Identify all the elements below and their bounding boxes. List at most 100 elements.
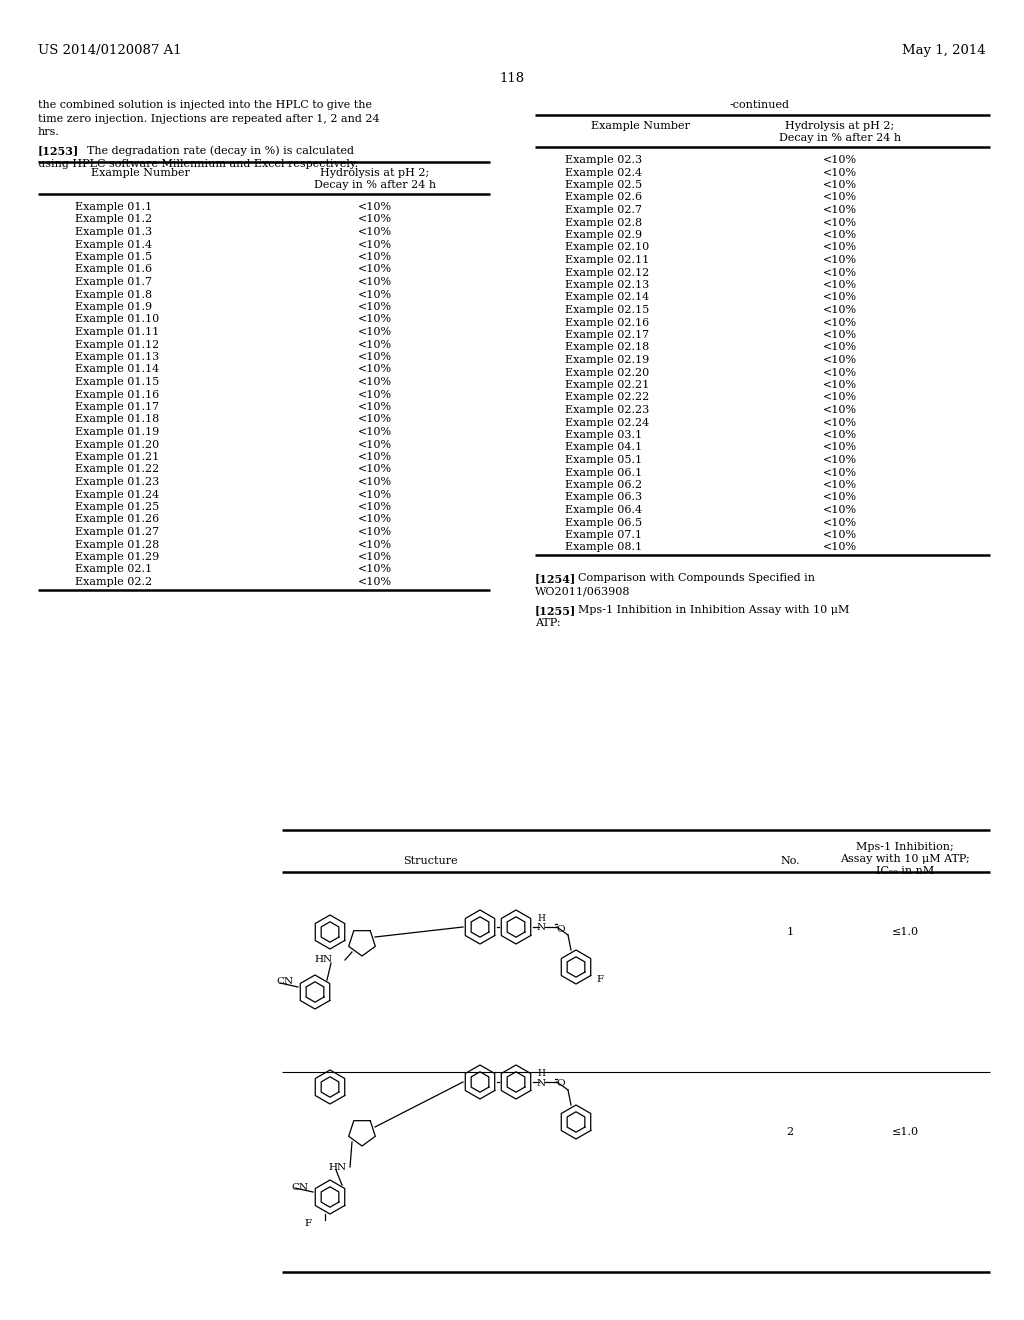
Text: time zero injection. Injections are repeated after 1, 2 and 24: time zero injection. Injections are repe… — [38, 114, 380, 124]
Text: Example 01.1: Example 01.1 — [75, 202, 153, 213]
Text: Example 06.5: Example 06.5 — [565, 517, 642, 528]
Text: Example 01.16: Example 01.16 — [75, 389, 160, 400]
Text: Example 01.21: Example 01.21 — [75, 451, 160, 462]
Text: <10%: <10% — [358, 451, 392, 462]
Text: Decay in % after 24 h: Decay in % after 24 h — [779, 133, 901, 143]
Text: Hydrolysis at pH 2;: Hydrolysis at pH 2; — [321, 168, 430, 178]
Text: IC₅₀ in nM: IC₅₀ in nM — [876, 866, 934, 876]
Text: <10%: <10% — [358, 364, 392, 375]
Text: [1255]: [1255] — [535, 605, 577, 616]
Text: Example 01.6: Example 01.6 — [75, 264, 153, 275]
Text: <10%: <10% — [358, 515, 392, 524]
Text: Example 01.11: Example 01.11 — [75, 327, 160, 337]
Text: Example 02.15: Example 02.15 — [565, 305, 649, 315]
Text: <10%: <10% — [823, 380, 857, 389]
Text: Comparison with Compounds Specified in: Comparison with Compounds Specified in — [571, 573, 815, 583]
Text: Example Number: Example Number — [591, 121, 689, 131]
Text: Example 02.17: Example 02.17 — [565, 330, 649, 341]
Text: <10%: <10% — [823, 330, 857, 341]
Text: Example 01.23: Example 01.23 — [75, 477, 160, 487]
Text: Example 01.8: Example 01.8 — [75, 289, 153, 300]
Text: Example 02.14: Example 02.14 — [565, 293, 649, 302]
Text: ATP:: ATP: — [535, 618, 560, 628]
Text: <10%: <10% — [358, 289, 392, 300]
Text: <10%: <10% — [823, 405, 857, 414]
Text: <10%: <10% — [823, 205, 857, 215]
Text: The degradation rate (decay in %) is calculated: The degradation rate (decay in %) is cal… — [80, 145, 354, 156]
Text: Example 01.4: Example 01.4 — [75, 239, 153, 249]
Text: Example 02.10: Example 02.10 — [565, 243, 649, 252]
Text: H: H — [537, 1069, 545, 1078]
Text: O: O — [557, 924, 565, 933]
Text: Example 08.1: Example 08.1 — [565, 543, 642, 553]
Text: CN: CN — [276, 978, 293, 986]
Text: Example 02.19: Example 02.19 — [565, 355, 649, 366]
Text: <10%: <10% — [358, 440, 392, 450]
Text: Example 02.5: Example 02.5 — [565, 180, 642, 190]
Text: Example 05.1: Example 05.1 — [565, 455, 642, 465]
Text: N: N — [537, 924, 546, 932]
Text: Example 01.14: Example 01.14 — [75, 364, 160, 375]
Text: Example 01.10: Example 01.10 — [75, 314, 160, 325]
Text: <10%: <10% — [358, 227, 392, 238]
Text: <10%: <10% — [358, 426, 392, 437]
Text: <10%: <10% — [823, 355, 857, 366]
Text: F: F — [596, 974, 603, 983]
Text: Example Number: Example Number — [90, 168, 189, 178]
Text: Example 02.2: Example 02.2 — [75, 577, 153, 587]
Text: Example 02.8: Example 02.8 — [565, 218, 642, 227]
Text: <10%: <10% — [358, 403, 392, 412]
Text: <10%: <10% — [358, 339, 392, 350]
Text: <10%: <10% — [823, 230, 857, 240]
Text: No.: No. — [780, 855, 800, 866]
Text: Example 01.15: Example 01.15 — [75, 378, 160, 387]
Text: Decay in % after 24 h: Decay in % after 24 h — [314, 180, 436, 190]
Text: <10%: <10% — [358, 502, 392, 512]
Text: Example 01.27: Example 01.27 — [75, 527, 159, 537]
Text: <10%: <10% — [823, 280, 857, 290]
Text: Example 02.12: Example 02.12 — [565, 268, 649, 277]
Text: <10%: <10% — [358, 490, 392, 499]
Text: <10%: <10% — [358, 527, 392, 537]
Text: Example 04.1: Example 04.1 — [565, 442, 642, 453]
Text: <10%: <10% — [358, 540, 392, 549]
Text: Example 01.18: Example 01.18 — [75, 414, 160, 425]
Text: <10%: <10% — [358, 577, 392, 587]
Text: <10%: <10% — [823, 154, 857, 165]
Text: Example 01.24: Example 01.24 — [75, 490, 160, 499]
Text: <10%: <10% — [823, 255, 857, 265]
Text: <10%: <10% — [823, 218, 857, 227]
Text: <10%: <10% — [358, 477, 392, 487]
Text: <10%: <10% — [358, 314, 392, 325]
Text: Example 01.2: Example 01.2 — [75, 214, 153, 224]
Text: Example 02.11: Example 02.11 — [565, 255, 649, 265]
Text: <10%: <10% — [823, 392, 857, 403]
Text: <10%: <10% — [823, 168, 857, 177]
Text: <10%: <10% — [358, 277, 392, 286]
Text: <10%: <10% — [823, 442, 857, 453]
Text: Mps-1 Inhibition in Inhibition Assay with 10 μM: Mps-1 Inhibition in Inhibition Assay wit… — [571, 605, 849, 615]
Text: <10%: <10% — [823, 492, 857, 503]
Text: <10%: <10% — [358, 465, 392, 474]
Text: Example 02.24: Example 02.24 — [565, 417, 649, 428]
Text: <10%: <10% — [358, 214, 392, 224]
Text: Example 01.13: Example 01.13 — [75, 352, 160, 362]
Text: <10%: <10% — [823, 531, 857, 540]
Text: Structure: Structure — [402, 855, 458, 866]
Text: Example 02.23: Example 02.23 — [565, 405, 649, 414]
Text: <10%: <10% — [823, 543, 857, 553]
Text: Example 01.3: Example 01.3 — [75, 227, 153, 238]
Text: <10%: <10% — [823, 455, 857, 465]
Text: 1: 1 — [786, 927, 794, 937]
Text: H: H — [537, 913, 545, 923]
Text: Example 06.3: Example 06.3 — [565, 492, 642, 503]
Text: Example 01.19: Example 01.19 — [75, 426, 160, 437]
Text: Example 02.20: Example 02.20 — [565, 367, 649, 378]
Text: Example 02.21: Example 02.21 — [565, 380, 649, 389]
Text: US 2014/0120087 A1: US 2014/0120087 A1 — [38, 44, 181, 57]
Text: ≤1.0: ≤1.0 — [892, 927, 919, 937]
Text: ≤1.0: ≤1.0 — [892, 1127, 919, 1137]
Text: Example 01.29: Example 01.29 — [75, 552, 160, 562]
Text: Example 02.1: Example 02.1 — [75, 565, 153, 574]
Text: <10%: <10% — [358, 552, 392, 562]
